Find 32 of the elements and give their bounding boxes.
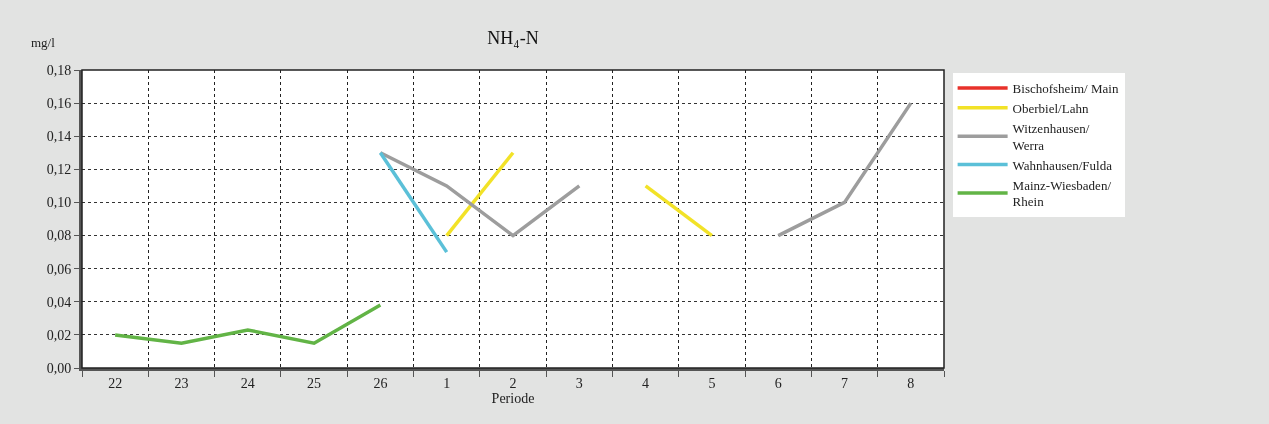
x-tick-label: 3 <box>575 375 583 391</box>
y-tick-label: 0,02 <box>46 327 72 343</box>
x-tick-label: 2 <box>509 375 517 391</box>
x-tick-label: 5 <box>708 375 716 391</box>
x-tick-label: 8 <box>907 375 915 391</box>
x-axis-title: Periode <box>491 390 535 406</box>
legend-label: Bischofsheim/ Main <box>1012 81 1119 96</box>
chart-title: NH₄-N <box>487 28 539 49</box>
y-tick-label: 0,12 <box>46 162 72 178</box>
y-tick-label: 0,04 <box>46 294 72 310</box>
y-axis-title: mg/l <box>31 35 56 50</box>
x-tick-label: 4 <box>642 375 650 391</box>
legend-label: Mainz-Wiesbaden/ Rhein <box>1012 177 1112 210</box>
y-tick-label: 0,18 <box>46 62 72 78</box>
line-series <box>113 303 383 345</box>
x-tick-label: 26 <box>373 375 388 391</box>
x-tick-label: 22 <box>108 375 123 391</box>
x-tick-label: 7 <box>841 375 849 391</box>
legend-label: Oberbiel/Lahn <box>1012 100 1089 116</box>
x-tick-label: 25 <box>307 375 322 391</box>
x-tick-label: 24 <box>240 375 255 391</box>
y-tick-label: 0,08 <box>46 228 72 244</box>
x-tick-label: 6 <box>774 375 782 391</box>
y-tick-label: 0,00 <box>46 360 72 376</box>
legend-label: Wahnhausen/Fulda <box>1012 157 1113 173</box>
x-tick-label: 1 <box>443 375 451 391</box>
legend-label: Witzenhausen/ Werra <box>1012 120 1090 153</box>
y-tick-label: 0,14 <box>46 129 72 145</box>
y-tick-label: 0,16 <box>46 96 72 112</box>
y-tick-label: 0,10 <box>46 195 72 211</box>
y-tick-label: 0,06 <box>46 261 72 277</box>
x-tick-label: 23 <box>174 375 189 391</box>
